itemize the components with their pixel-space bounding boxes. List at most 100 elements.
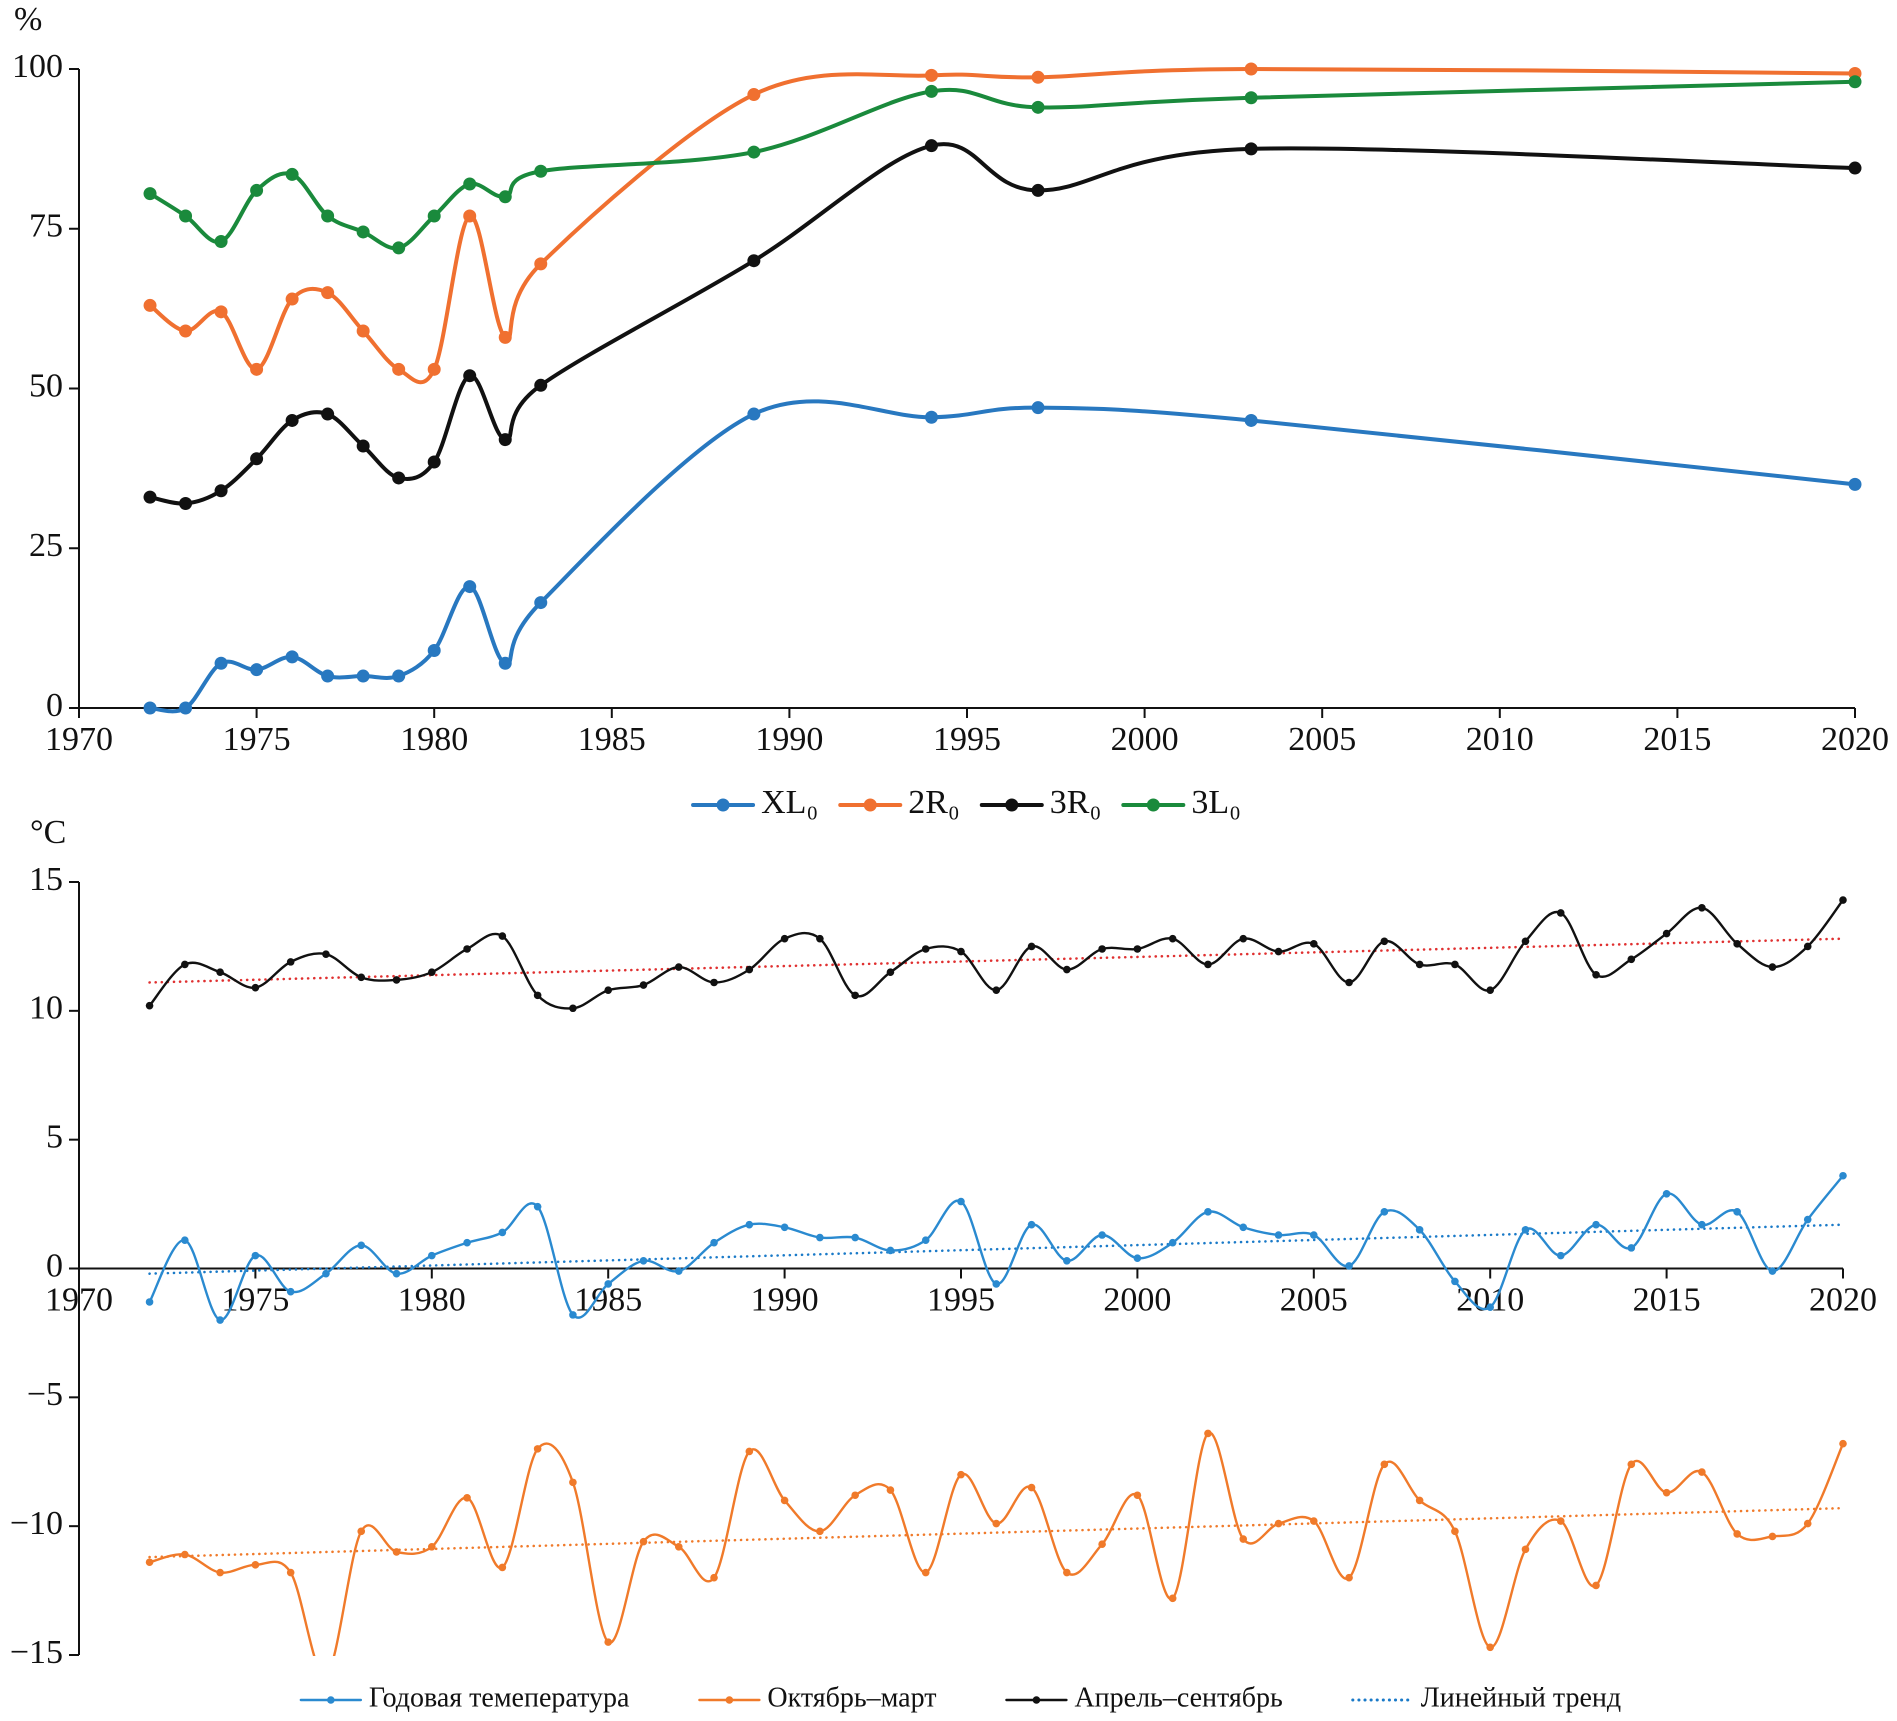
data-point — [1310, 1517, 1318, 1525]
data-point — [285, 413, 299, 427]
data-point — [181, 960, 189, 969]
y-tick-label: 15 — [29, 861, 63, 898]
data-point — [816, 1233, 824, 1242]
data-point — [1848, 477, 1862, 491]
data-point — [1031, 100, 1045, 114]
x-tick-label: 1975 — [221, 1281, 289, 1318]
data-point — [1486, 1643, 1494, 1652]
x-tick-label: 2020 — [1809, 1281, 1877, 1318]
data-point — [143, 187, 157, 201]
data-point — [392, 669, 406, 683]
data-point — [1133, 945, 1142, 953]
data-point — [992, 986, 1001, 995]
data-point — [1803, 1519, 1812, 1528]
data-point — [1027, 942, 1036, 951]
data-point — [921, 1236, 930, 1244]
data-point — [747, 145, 761, 159]
data-point — [1662, 1189, 1671, 1198]
legend-marker — [716, 798, 730, 812]
data-point — [285, 650, 299, 664]
data-point — [1345, 1573, 1353, 1582]
data-point — [921, 945, 930, 953]
data-point — [143, 490, 157, 504]
data-point — [1244, 142, 1258, 156]
data-point — [1768, 1267, 1777, 1275]
x-tick-label: 1970 — [45, 721, 113, 758]
data-point — [992, 1519, 1001, 1528]
data-point — [1239, 1223, 1248, 1232]
data-point — [463, 369, 477, 383]
data-point — [322, 1672, 330, 1680]
data-point — [321, 669, 335, 683]
data-point — [181, 1550, 189, 1559]
data-point — [747, 407, 761, 421]
data-point — [463, 177, 477, 191]
data-point — [498, 1228, 507, 1237]
data-point — [992, 1280, 1001, 1288]
data-point — [747, 88, 761, 102]
y-tick-label: −5 — [27, 1376, 63, 1413]
data-point — [604, 1280, 612, 1288]
series-line — [149, 1431, 1845, 1656]
data-point — [321, 209, 335, 223]
legend-label: 3L₀ — [1191, 784, 1241, 821]
legend-label: Годовая темепература — [369, 1682, 630, 1713]
data-point — [179, 701, 193, 715]
data-point — [428, 1542, 436, 1551]
data-point — [463, 945, 471, 953]
data-point — [1098, 945, 1106, 953]
data-point — [322, 1269, 330, 1278]
data-point — [1556, 1251, 1565, 1260]
data-point — [427, 209, 441, 223]
data-point — [1592, 1220, 1600, 1229]
data-point — [1768, 963, 1777, 971]
data-point — [1451, 1527, 1459, 1536]
data-point — [285, 167, 299, 181]
data-point — [1768, 1532, 1777, 1541]
data-point — [851, 1233, 859, 1242]
x-tick-label: 2020 — [1821, 721, 1889, 758]
x-tick-label: 1980 — [400, 721, 468, 758]
data-point — [145, 1558, 154, 1567]
data-point — [392, 471, 406, 485]
data-point — [1698, 1220, 1706, 1229]
data-point — [886, 1246, 895, 1255]
data-point — [639, 1537, 648, 1546]
legend-label: XL₀ — [761, 784, 818, 821]
data-point — [1839, 896, 1847, 904]
trend-line — [148, 937, 1845, 984]
data-point — [356, 324, 370, 338]
data-point — [214, 484, 228, 498]
data-point — [924, 84, 938, 98]
series-line — [148, 66, 1856, 385]
series-line — [149, 142, 1856, 506]
data-point — [1063, 965, 1071, 974]
data-point — [498, 1563, 507, 1572]
data-point — [1803, 1215, 1812, 1224]
data-point — [851, 1491, 859, 1500]
data-point — [216, 968, 224, 976]
data-point — [534, 378, 548, 392]
y-tick-label: 5 — [46, 1118, 63, 1155]
data-point — [1204, 1429, 1212, 1438]
data-point — [1521, 1545, 1530, 1554]
y-tick-label: −15 — [10, 1634, 63, 1671]
data-point — [1098, 1231, 1106, 1239]
data-point — [1839, 1439, 1847, 1448]
data-point — [356, 439, 370, 453]
data-point — [1592, 970, 1600, 979]
data-point — [1415, 1496, 1424, 1505]
x-tick-label: 1970 — [45, 1281, 113, 1318]
data-point — [639, 1256, 648, 1265]
data-point — [816, 1527, 824, 1536]
legend-marker — [1032, 1696, 1041, 1704]
data-point — [321, 407, 335, 421]
data-point — [1698, 903, 1706, 912]
x-tick-label: 1980 — [398, 1281, 466, 1318]
legend-label: Октябрь–март — [767, 1682, 936, 1713]
data-point — [463, 1238, 471, 1247]
data-point — [1098, 1540, 1106, 1549]
data-point — [1556, 1517, 1565, 1525]
data-point — [569, 1478, 577, 1487]
data-point — [1027, 1220, 1036, 1229]
